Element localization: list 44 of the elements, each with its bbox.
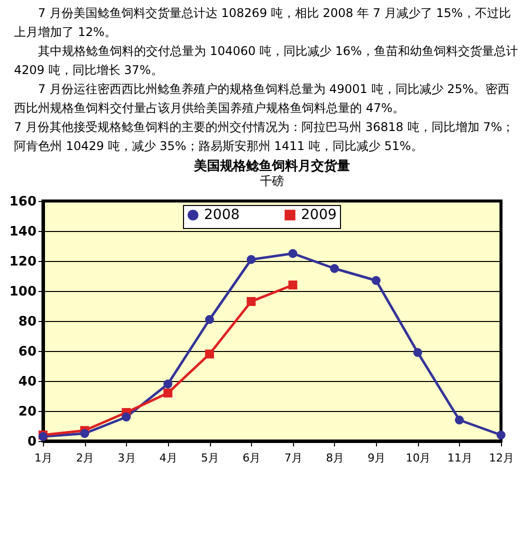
point [413,348,422,357]
x-tick-label: 11月 [447,452,472,464]
point [330,264,339,273]
y-tick-label: 100 [9,284,36,300]
y-tick-label: 80 [18,314,36,330]
point [122,412,131,422]
y-tick-label: 160 [9,194,36,210]
y-tick-label: 20 [18,404,36,420]
legend-label: 2008 [204,207,240,224]
point [163,388,172,398]
x-tick-label: 3月 [118,452,136,464]
x-tick-label: 10月 [406,452,431,464]
point [454,416,464,424]
x-tick-label: 12月 [489,452,514,464]
x-tick-label: 9月 [368,452,386,464]
x-tick-label: 2月 [76,452,94,464]
point [205,315,214,324]
text: 7 月份美国鲶鱼饲料交货量总计达 108269 吨，相比 2008 年 7 月减少了 15%，不过比上月增加了 12%。 [14,5,512,41]
y-tick-label: 140 [9,224,36,240]
point [372,276,381,285]
x-tick-label: 1月 [34,452,52,464]
point [246,297,256,306]
x-tick-label: 7月 [284,452,302,464]
y-tick-label: 0 [27,434,36,450]
text: 7 月份其他接受规格鲶鱼饲料的主要的州交付情况为：阿拉巴马州 36818 吨，同比增加 7%；阿肯色州 10429 吨，减少 35%；路易斯安那州 1411 吨，同比减少 51%。 [14,119,516,155]
y-tick-label: 60 [18,344,36,360]
point [205,350,214,358]
point [288,280,298,290]
point [288,249,298,258]
legend-label: 2009 [301,207,337,224]
point [496,430,506,440]
x-tick-label: 6月 [242,452,261,464]
y-axis-title: 千磅 [260,174,284,188]
text: 7 月份运往密西西比州鲶鱼养殖户的规格鱼饲料总量为 49001 吨，同比减少 25%。密西西比州规格鱼饲料交付量占该月供给美国养殖户规格鱼饲料总量的 47%。 [14,81,511,117]
point [163,380,172,388]
chart-title: 美国规格鲶鱼饲料月交货量 [193,158,350,174]
x-tick-label: 4月 [159,452,178,464]
y-tick-label: 120 [9,254,36,270]
y-tick-label: 40 [18,374,36,390]
x-tick-label: 5月 [201,452,220,464]
point [246,255,256,264]
point [80,429,90,438]
text: 其中规格鲶鱼饲料的交付总量为 104060 吨，同比减少 16%，鱼苗和幼鱼饲料交货量总计 4209 吨，同比增长 37%。 [14,43,519,79]
x-tick-label: 8月 [326,452,344,464]
